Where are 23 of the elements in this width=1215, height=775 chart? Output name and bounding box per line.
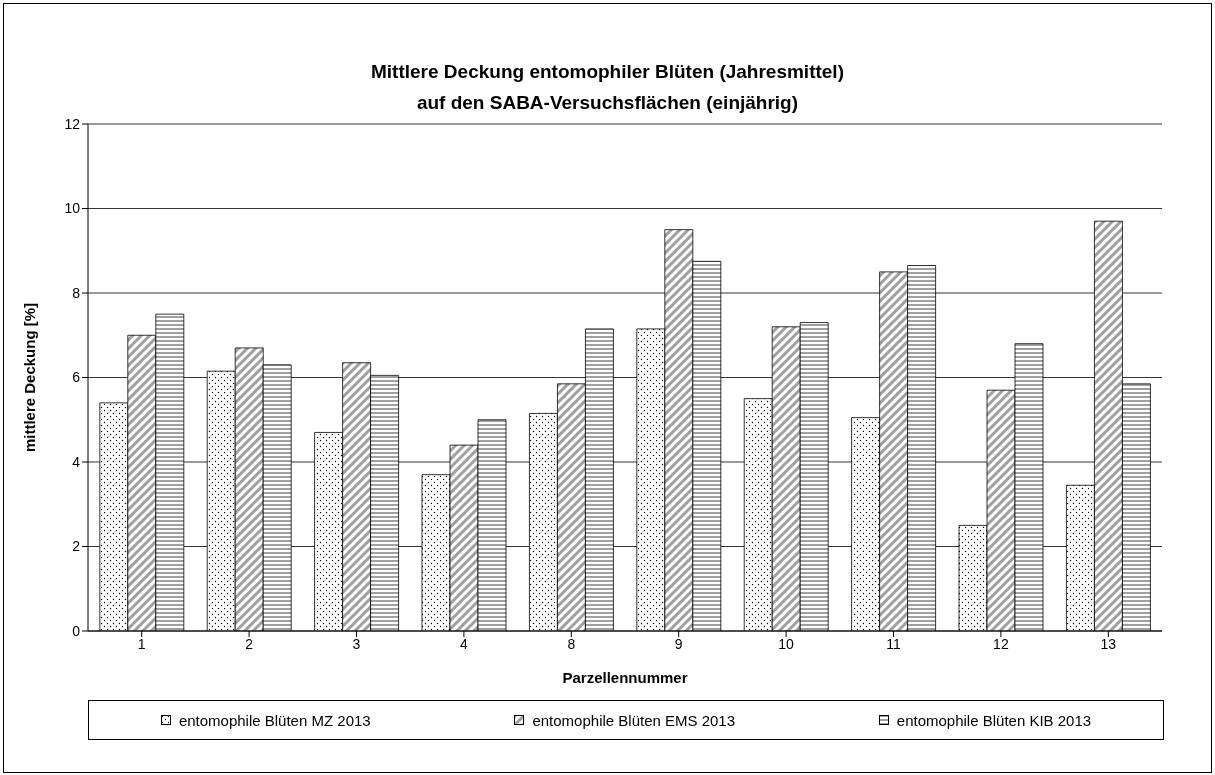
x-tick-label: 4	[460, 635, 468, 652]
y-tick-label: 0	[72, 622, 81, 639]
x-tick-label: 10	[778, 635, 795, 652]
legend-label: entomophile Blüten KIB 2013	[896, 711, 1092, 729]
x-tick-label: 3	[352, 635, 361, 652]
y-tick-label: 10	[64, 200, 81, 217]
x-tick-label: 1	[137, 635, 146, 652]
x-tick-label: 12	[993, 635, 1009, 652]
x-tick-label: 9	[674, 635, 683, 652]
x-tick-label: 11	[886, 635, 901, 652]
x-tick-label: 8	[567, 635, 576, 652]
x-axis-title: Parzellennummer	[562, 669, 688, 686]
y-axis-title: mittlere Deckung [%]	[21, 302, 39, 453]
y-tick-label: 2	[72, 538, 81, 555]
chart-title: Mittlere Deckung entomophiler Blüten (Jahresmittel) auf den SABA-Versuchsflächen (einjährig)	[370, 60, 845, 113]
x-tick-label: 2	[245, 635, 254, 652]
y-tick-label: 12	[64, 115, 81, 132]
y-tick-label: 4	[72, 453, 81, 470]
legend-label: entomophile Blüten MZ 2013	[178, 711, 371, 729]
y-tick-label: 6	[72, 369, 81, 386]
legend-label: entomophile Blüten EMS 2013	[532, 711, 736, 729]
y-tick-label: 8	[72, 284, 81, 301]
x-tick-label: 13	[1100, 635, 1117, 652]
